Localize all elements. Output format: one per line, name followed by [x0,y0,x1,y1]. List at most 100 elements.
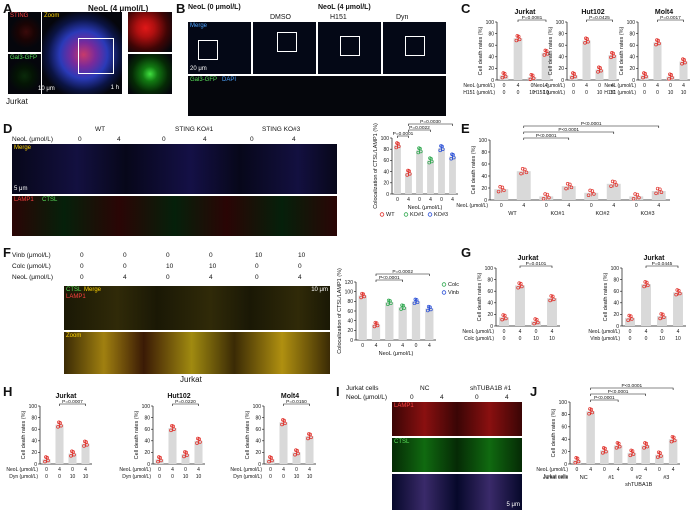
channel-label-gal3: Gal3-GFP [190,77,218,83]
p-value-label: P<0.0001 [608,389,629,395]
data-point [498,185,502,189]
data-point [85,443,89,447]
y-tick-label: 60 [561,425,567,431]
bar [651,191,666,200]
data-point [548,298,552,303]
data-point [307,432,311,436]
y-axis-label: Cell death rates (%) [548,27,554,76]
bar [398,307,407,340]
y-tick-label: 80 [487,277,493,283]
p-bracket [586,19,613,22]
x-row-label: Vinb (μmol/L) [590,336,620,342]
data-point [500,317,504,322]
x-tick-label: 10 [196,474,202,480]
bar [541,52,551,80]
x-tick-label: 0 [603,467,606,473]
data-point [396,141,400,146]
bar [531,321,541,326]
x-tick-label: 4 [84,467,87,473]
x-tick-label: 4 [644,467,647,473]
data-point [642,284,646,289]
x-tick-label: 0 [500,203,503,209]
panel-b-merge-h151 [318,22,381,74]
data-point [573,461,577,465]
data-point [611,51,615,56]
panel-b-merge-dyn [383,22,446,74]
x-row-label: NeoL (μmol/L) [588,329,620,335]
channel-label-lamp1: LAMP1 [14,197,34,203]
panel-i-dose: 4 [505,394,509,401]
panel-f-dose-cell: 0 [80,263,84,270]
data-point [306,436,310,441]
data-point [296,451,300,456]
bar [608,55,617,80]
data-point [503,313,507,318]
channel-label-sting: STING [10,13,29,19]
panel-label-a: A [3,1,13,16]
bar [515,285,525,326]
data-point [438,148,442,153]
data-point [503,74,508,79]
data-point [394,145,398,150]
chart-title: Molt4 [655,9,673,16]
y-tick-label: 100 [253,404,262,410]
y-tick-label: 80 [561,412,567,418]
x-row-label: NeoL (μmol/L) [6,467,38,473]
data-point [655,455,660,459]
bar [42,459,51,464]
y-tick-label: 40 [558,55,564,61]
data-point [419,149,423,154]
data-point [309,435,313,440]
x-tick-label: 10 [70,474,76,480]
data-point [373,320,378,325]
data-point [536,320,540,325]
panel-a-cell-label: Jurkat [6,97,28,106]
panel-a-red-inset [128,12,172,52]
panel-label-e: E [461,121,470,136]
panel-label-i: I [336,384,340,399]
x-tick-label: 0 [572,90,575,96]
p-bracket [375,279,403,282]
x-axis-label: NeoL (μmol/L) [379,351,414,357]
bar [640,75,649,80]
panel-f-zoom-row: Zoom [64,332,330,374]
x-tick-label: 4 [401,343,404,349]
p-bracket [517,19,547,22]
data-point [156,459,160,464]
data-point [58,421,62,425]
y-tick-label: 60 [613,289,619,295]
x-tick-label: 0 [269,467,272,473]
data-point [545,192,550,197]
panel-f-dose-cell: 10 [166,263,174,270]
y-axis-label: Cell death rates (%) [21,411,27,460]
p-bracket [657,19,684,22]
panel-f-merge-row: CTSL LAMP1 Merge 10 μm [64,286,330,330]
channel-label-merge: Merge [190,23,208,29]
data-point [680,62,684,66]
chart-title: Molt4 [281,393,299,400]
x-tick-label: 4 [657,203,660,209]
data-point [584,36,588,40]
data-point [183,450,187,454]
x-tick-label: 0 [629,336,632,342]
data-point [535,317,539,322]
panel-b-col-h151: H151 [330,14,347,21]
data-point [400,303,404,307]
data-point [614,183,619,187]
bar [155,459,164,464]
y-tick-label: 40 [255,439,261,445]
panel-i-col-sh: shTUBA1B #1 [470,385,512,392]
panel-d-dose: 4 [203,136,207,143]
panel-d-neol-label: NeoL (μmol/L) [12,136,54,143]
y-axis-label: Cell death rates (%) [478,27,484,76]
legend-label: WT [386,212,395,218]
x-tick-label: 10 [183,474,189,480]
zoom-box [198,40,218,60]
data-point [565,182,570,186]
chart-title: Jurkat [514,9,536,16]
data-point [630,449,635,453]
y-tick-label: 60 [488,43,494,49]
y-axis-label: Colocalization of CTSL/LAMP1 (%) [373,123,379,209]
data-point [519,281,523,286]
data-point [641,75,645,80]
